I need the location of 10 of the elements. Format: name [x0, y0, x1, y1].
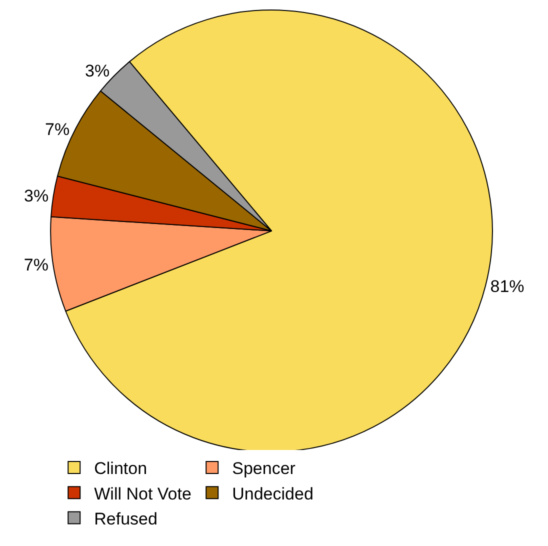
legend-label: Clinton [94, 459, 148, 478]
data-label: 7% [45, 120, 70, 139]
data-label: 3% [24, 186, 49, 206]
legend-label: Spencer [232, 459, 296, 478]
data-label: 81% [490, 276, 524, 296]
data-label: 3% [85, 61, 110, 80]
data-label: 7% [24, 255, 48, 274]
legend-label: Refused [94, 509, 158, 528]
legend-label: Undecided [232, 484, 314, 504]
legend-label: Will Not Vote [94, 484, 192, 504]
